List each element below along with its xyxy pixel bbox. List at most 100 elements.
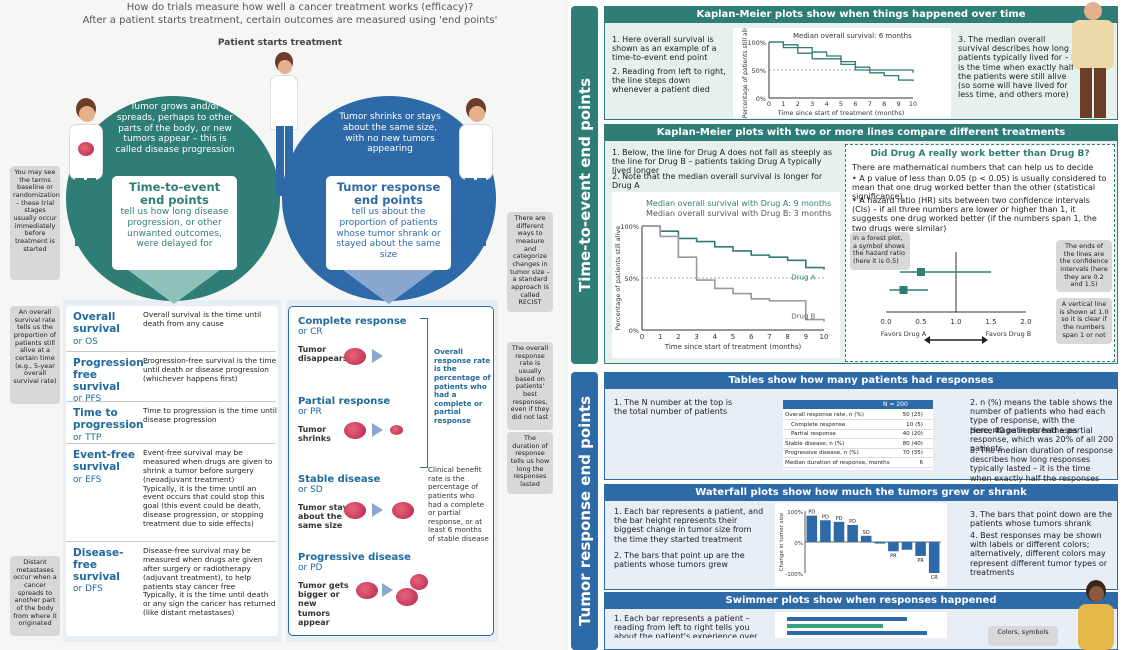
ep-overall-survival: Overall survival or OS Overall survival i… — [66, 306, 276, 352]
table-row: Progressive disease, n (%) 70 (35) — [783, 449, 933, 459]
patient-figure-left — [64, 98, 108, 248]
bar-label: PD — [822, 514, 829, 520]
ep-abbr: or DFS — [73, 584, 103, 595]
tables-note2b: Here, 40 patients had a partial response… — [970, 426, 1114, 454]
waterfall-note3: 3. The bars that point down are the pati… — [970, 510, 1113, 529]
waterfall-bar — [915, 542, 926, 556]
ep-abbr: or OS — [73, 336, 98, 347]
series-label-drug-b: Drug B — [791, 313, 815, 321]
table-cell-label: Progressive disease, n (%) — [785, 450, 859, 457]
swimmer-colors-note: Colors, symbols — [988, 626, 1058, 646]
waterfall-bar — [860, 535, 872, 542]
tte-vertical-label: Time-to-event end points — [571, 6, 598, 364]
waterfall-bar — [806, 515, 818, 542]
table-cell-label: Complete response — [791, 421, 846, 428]
recist-note: There are different ways to measure and … — [507, 212, 553, 312]
x-tick-label: 1.0 — [950, 318, 961, 326]
x-tick-label: 10 — [820, 333, 829, 341]
km2-median-a: Median overall survival with Drug A: 9 m… — [646, 199, 832, 208]
response-table: N = 200 Overall response rate, n (%) 50 (… — [783, 400, 933, 470]
table-cell-label: Overall response rate, n (%) — [785, 412, 864, 418]
y-tick-label: –100% — [785, 572, 803, 578]
arrow-icon — [372, 349, 383, 363]
person-figure-top — [1068, 0, 1118, 120]
table-row: Overall response rate, n (%) 50 (25) — [783, 411, 933, 420]
x-tick-label: 2.0 — [1020, 318, 1031, 326]
swimmer-bar — [787, 624, 883, 628]
ep-desc: Time to progression is the time until di… — [143, 406, 277, 424]
tumor-icon — [396, 588, 418, 606]
forest-plot: 0.0 0.5 1.0 1.5 2.0 Favors Drug A Favors Drug … — [880, 252, 1032, 344]
y-tick-label: 100% — [620, 223, 639, 231]
x-tick-label: 3 — [810, 100, 814, 108]
waterfall-chart: 100% 0% –100%Change in tumor size PD PD PD PD S… — [779, 510, 941, 581]
km1-note1: 1. Here overall survival is shown as an … — [612, 35, 717, 63]
waterfall-header: Waterfall plots show how much the tumors… — [604, 484, 1118, 501]
ep-name: Event-free survival — [73, 449, 135, 473]
ep-desc: Disease-free survival may be measured wh… — [143, 546, 263, 591]
clinical-benefit-rate-note: Clinical benefit rate is the percentage … — [428, 465, 489, 544]
ep-desc: Progression-free survival is the time un… — [143, 356, 277, 383]
km1-note2: 2. Reading from left to right, the line … — [612, 67, 726, 95]
resp-name: Progressive disease — [298, 552, 411, 563]
ep-event-free-survival: Event-free survival or EFS Event-free sur… — [66, 444, 276, 542]
x-tick-label: 1.5 — [985, 318, 996, 326]
x-tick-label: 5 — [731, 333, 735, 341]
series-label-drug-a: Drug A — [791, 274, 815, 282]
x-tick-label: 6 — [853, 100, 857, 108]
bar-label: PD — [808, 510, 815, 516]
vertical-line-note: A vertical line is shown at 1.0 so it is… — [1056, 298, 1112, 344]
tre-funnel — [343, 270, 435, 304]
x-tick-label: 4 — [713, 333, 718, 341]
x-tick-label: 0 — [640, 333, 644, 341]
km2-note1: 1. Below, the line for Drug A does not f… — [612, 148, 833, 176]
bar-label: PR — [890, 553, 897, 559]
table-cell-value: 40 (20) — [902, 431, 923, 438]
x-tick-label: 9 — [897, 100, 901, 108]
waterfall-bar — [928, 542, 940, 573]
waterfall-note2: 2. The bars that point up are the patien… — [614, 551, 745, 570]
better-title: Did Drug A really work better than Drug … — [870, 149, 1090, 159]
tumor-icon — [344, 422, 366, 439]
resp-desc: Tumor disappears — [298, 345, 348, 364]
km1-header: Kaplan-Meier plots show when things happ… — [604, 6, 1118, 23]
ep-name: Progression-free survival — [73, 357, 149, 393]
waterfall-bar — [847, 524, 858, 542]
tte-list-card — [66, 306, 278, 636]
swimmer-note1: 1. Each bar represents a patient – readi… — [614, 614, 758, 638]
arrow-icon — [382, 583, 393, 597]
table-cell-value: 50 (25) — [902, 412, 923, 418]
ep-name: Disease-free survival — [73, 547, 124, 583]
resp-complete: Complete response or CR Tumor disappears — [298, 316, 428, 386]
km2-header: Kaplan-Meier plots with two or more line… — [604, 124, 1118, 141]
bar-label: SD — [863, 530, 870, 536]
swimmer-bar — [787, 631, 927, 635]
tte-intro-text: Tumor grows and/or spreads, perhaps to o… — [115, 102, 235, 156]
tables-note2: 2. n (%) means the table shows the numbe… — [970, 398, 1113, 435]
forest-plot-note: In a forest plot, a symbol shows the haz… — [850, 232, 910, 270]
tte-card-title: Time-to-event end points — [128, 180, 221, 208]
tte-vertical-text: Time-to-event end points — [575, 77, 594, 293]
baseline-note: You may see the terms baseline or random… — [10, 166, 60, 280]
x-tick-label: 0.5 — [915, 318, 926, 326]
tte-card — [112, 176, 237, 270]
km2-median-b: Median overall survival with Drug B: 3 m… — [646, 209, 832, 218]
km2-series-line — [642, 225, 825, 322]
resp-abbr: or SD — [298, 485, 323, 495]
patient-figure-right — [454, 98, 498, 248]
resp-desc: Tumor shrinks — [298, 425, 331, 444]
tre-list-card — [288, 306, 494, 636]
tre-card-body: tell us about the proportion of patients… — [336, 207, 441, 261]
tre-vertical-label: Tumor response end points — [571, 372, 598, 650]
table-cell-value: 10 (5) — [906, 421, 923, 428]
x-tick-label: 6 — [749, 333, 754, 341]
resp-abbr: or PR — [298, 407, 322, 417]
bar-label: PD — [849, 519, 856, 525]
x-tick-label: 10 — [909, 100, 917, 108]
x-tick-label: 1 — [781, 100, 785, 108]
tte-card-body: tell us how long disease progression, or… — [120, 207, 229, 250]
km2-chart: 100% 50% 0%0 1 2 3 4 5 6 7 8 9 10 Time since start of… — [614, 223, 829, 351]
tte-funnel — [128, 270, 220, 304]
patient-figure-center — [264, 52, 304, 202]
x-tick-label: 5 — [839, 100, 843, 108]
